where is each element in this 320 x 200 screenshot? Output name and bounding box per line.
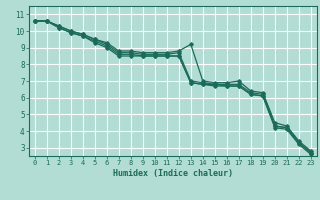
X-axis label: Humidex (Indice chaleur): Humidex (Indice chaleur): [113, 169, 233, 178]
